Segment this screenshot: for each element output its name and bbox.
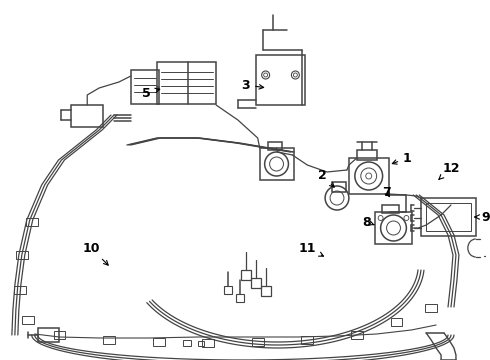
Bar <box>241 270 251 280</box>
Bar <box>26 218 38 226</box>
Text: 8: 8 <box>363 216 374 229</box>
Text: 3: 3 <box>242 78 264 91</box>
Bar <box>131 70 159 104</box>
Bar <box>38 328 59 342</box>
Bar <box>22 316 34 324</box>
Bar <box>236 294 244 302</box>
Bar <box>332 182 346 192</box>
Bar <box>251 278 261 288</box>
Bar <box>351 331 363 339</box>
Bar <box>202 339 214 347</box>
Text: 7: 7 <box>382 185 391 198</box>
Text: 12: 12 <box>439 162 460 179</box>
Bar <box>256 55 305 105</box>
Bar <box>252 338 264 346</box>
Text: 2: 2 <box>318 168 334 187</box>
Bar <box>224 286 232 294</box>
Bar <box>53 331 66 339</box>
Text: 1: 1 <box>392 152 412 165</box>
Bar <box>426 203 471 231</box>
Bar <box>16 251 28 259</box>
Bar <box>153 338 165 346</box>
Text: 4: 4 <box>0 359 1 360</box>
Bar <box>375 212 413 244</box>
Text: 13: 13 <box>0 359 1 360</box>
Text: 6: 6 <box>0 359 1 360</box>
Bar <box>425 304 437 312</box>
Bar <box>72 105 103 127</box>
Bar <box>198 341 204 346</box>
Text: 5: 5 <box>142 86 160 99</box>
Bar <box>391 318 402 326</box>
Bar <box>183 340 191 346</box>
Bar <box>14 286 26 294</box>
Bar <box>421 198 476 236</box>
Bar <box>357 150 377 160</box>
Bar <box>157 62 216 104</box>
Text: 10: 10 <box>82 242 108 265</box>
Text: 11: 11 <box>298 242 323 256</box>
Bar <box>301 336 313 344</box>
Bar <box>382 205 399 213</box>
Bar <box>260 148 294 180</box>
Bar <box>268 142 281 150</box>
Text: 9: 9 <box>475 211 490 224</box>
Bar <box>103 336 115 344</box>
Bar <box>349 158 389 194</box>
Bar <box>261 286 270 296</box>
